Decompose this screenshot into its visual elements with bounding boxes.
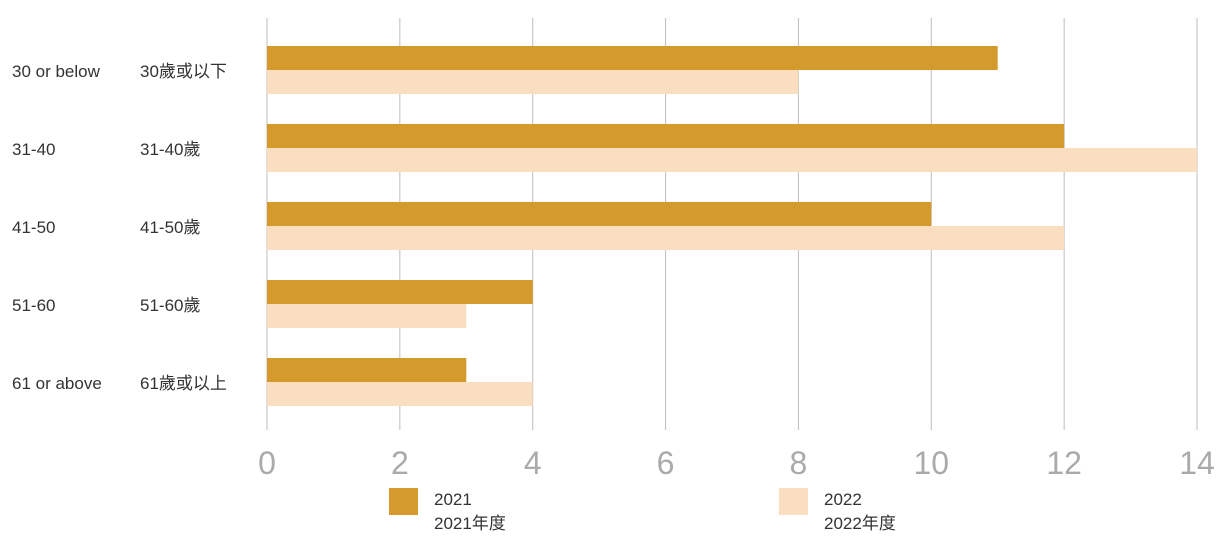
bar-2021-0 (267, 46, 998, 70)
category-label-en: 41-50 (12, 218, 55, 237)
legend: 2021 2021年度 2022 2022年度 (389, 488, 896, 533)
legend-label-zh: 2022年度 (824, 514, 896, 533)
category-label-en: 30 or below (12, 62, 101, 81)
bar-2022-3 (267, 304, 467, 328)
bar-2022-1 (267, 148, 1197, 172)
category-labels: 30 or below 30歲或以下 31-40 31-40歲 41-50 41-50歲 5… (12, 62, 227, 393)
bar-2021-1 (267, 124, 1065, 148)
category-label-en: 61 or above (12, 374, 102, 393)
bar-2022-4 (267, 382, 533, 406)
category-label-zh: 61歲或以上 (140, 374, 227, 393)
x-tick-label: 6 (657, 445, 675, 481)
legend-swatch-2021 (389, 488, 418, 515)
x-axis-ticks: 0 2 4 6 8 10 12 14 (258, 445, 1215, 481)
legend-label-zh: 2021年度 (434, 514, 506, 533)
category-label-en: 31-40 (12, 140, 55, 159)
x-tick-label: 10 (913, 445, 949, 481)
bar-2021-3 (267, 280, 533, 304)
legend-swatch-2022 (779, 488, 808, 515)
bar-2021-4 (267, 358, 467, 382)
bar-2021-2 (267, 202, 932, 226)
legend-label: 2021 (434, 490, 472, 509)
x-tick-label: 8 (790, 445, 808, 481)
x-tick-label: 2 (391, 445, 409, 481)
category-label-en: 51-60 (12, 296, 55, 315)
category-label-zh: 41-50歲 (140, 218, 200, 237)
x-tick-label: 0 (258, 445, 276, 481)
x-tick-label: 4 (524, 445, 542, 481)
category-label-zh: 31-40歲 (140, 140, 200, 159)
x-tick-label: 14 (1179, 445, 1215, 481)
category-label-zh: 30歲或以下 (140, 62, 227, 81)
bar-2022-2 (267, 226, 1065, 250)
category-label-zh: 51-60歲 (140, 296, 200, 315)
bars (267, 46, 1197, 406)
x-tick-label: 12 (1046, 445, 1082, 481)
bar-2022-0 (267, 70, 799, 94)
legend-label: 2022 (824, 490, 862, 509)
